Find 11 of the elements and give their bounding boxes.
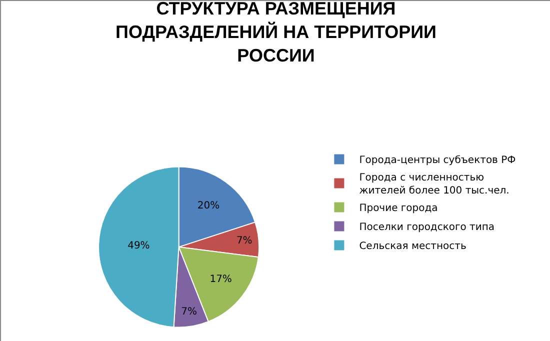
data-label: 7% [236,235,252,246]
data-label: 49% [128,240,150,252]
legend-label: Сельская местность [359,241,466,252]
chart-title: СТРУКТУРА РАЗМЕЩЕНИЯ ПОДРАЗДЕЛЕНИЙ НА ТЕРРИТОРИИ РОССИИ [116,0,436,66]
data-label: 17% [210,274,232,286]
legend-label: Города-центры субъектов РФ [359,155,516,166]
legend-label: Города с численностью жителей более 100 тыс.чел. [359,172,510,197]
legend-label: Поселки городского типа [359,222,495,234]
data-label: 7% [181,306,198,318]
legend-label: Прочие города [359,203,438,214]
data-label: 20% [197,200,220,212]
